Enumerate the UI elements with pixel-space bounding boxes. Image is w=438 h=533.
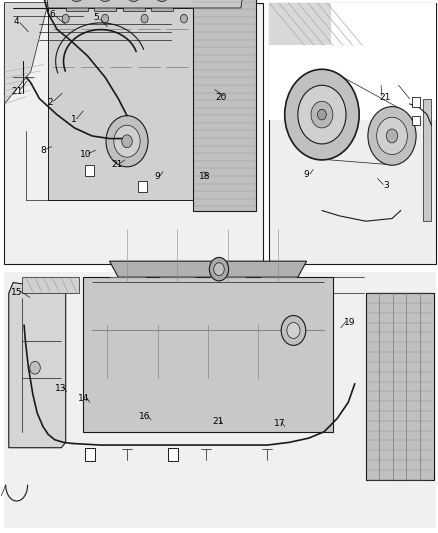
Bar (269, 3, 436, 264)
Text: 2: 2 (48, 98, 53, 107)
Bar (85, 448, 95, 461)
Circle shape (180, 14, 187, 23)
Bar (4, 272, 436, 528)
Bar (269, 3, 436, 120)
Text: 10: 10 (80, 150, 91, 159)
Circle shape (30, 361, 40, 374)
Bar (83, 277, 333, 432)
Polygon shape (22, 277, 79, 293)
Bar (423, 99, 431, 221)
Circle shape (62, 14, 69, 23)
Circle shape (114, 125, 140, 157)
Circle shape (311, 101, 333, 128)
Text: 21: 21 (11, 87, 22, 96)
Text: 19: 19 (344, 318, 355, 327)
Text: 21: 21 (380, 93, 391, 101)
Text: 20: 20 (215, 93, 227, 101)
Polygon shape (269, 3, 331, 45)
Circle shape (154, 0, 170, 2)
Bar (85, 165, 94, 176)
Circle shape (318, 109, 326, 120)
Circle shape (386, 129, 398, 143)
Bar (123, 0, 145, 11)
Circle shape (97, 0, 113, 2)
Circle shape (141, 14, 148, 23)
Circle shape (106, 116, 148, 167)
Circle shape (126, 0, 141, 2)
Circle shape (377, 117, 407, 155)
Text: 8: 8 (40, 146, 46, 155)
Text: 15: 15 (11, 288, 22, 296)
Text: 21: 21 (212, 417, 224, 425)
Circle shape (281, 316, 306, 345)
Text: 14: 14 (78, 394, 90, 403)
Text: 21: 21 (112, 160, 123, 168)
Bar (193, 0, 256, 211)
Bar (168, 448, 178, 461)
Text: 17: 17 (274, 419, 285, 428)
Text: 9: 9 (154, 173, 160, 181)
Circle shape (209, 257, 229, 281)
Bar (366, 293, 434, 480)
Bar (412, 116, 420, 125)
Circle shape (368, 107, 416, 165)
Text: 4: 4 (14, 17, 19, 26)
Bar (48, 8, 241, 200)
Bar (151, 0, 173, 11)
Text: 16: 16 (139, 413, 150, 421)
Bar (66, 0, 88, 11)
Circle shape (122, 135, 132, 148)
Text: 18: 18 (199, 173, 211, 181)
Text: 3: 3 (383, 181, 389, 190)
Text: 6: 6 (49, 11, 56, 19)
Circle shape (298, 85, 346, 144)
Circle shape (214, 263, 224, 276)
Circle shape (287, 322, 300, 338)
Circle shape (69, 0, 85, 2)
Polygon shape (110, 261, 307, 277)
Text: 1: 1 (71, 116, 77, 124)
Bar (94, 0, 116, 11)
Polygon shape (44, 0, 245, 8)
Bar (138, 181, 147, 192)
Polygon shape (4, 3, 48, 104)
Text: 13: 13 (55, 384, 66, 392)
Polygon shape (9, 282, 66, 448)
Text: 5: 5 (93, 13, 99, 21)
Bar (4, 3, 263, 264)
Text: 9: 9 (304, 171, 310, 179)
Circle shape (102, 14, 109, 23)
Bar (412, 97, 420, 107)
Circle shape (285, 69, 359, 160)
